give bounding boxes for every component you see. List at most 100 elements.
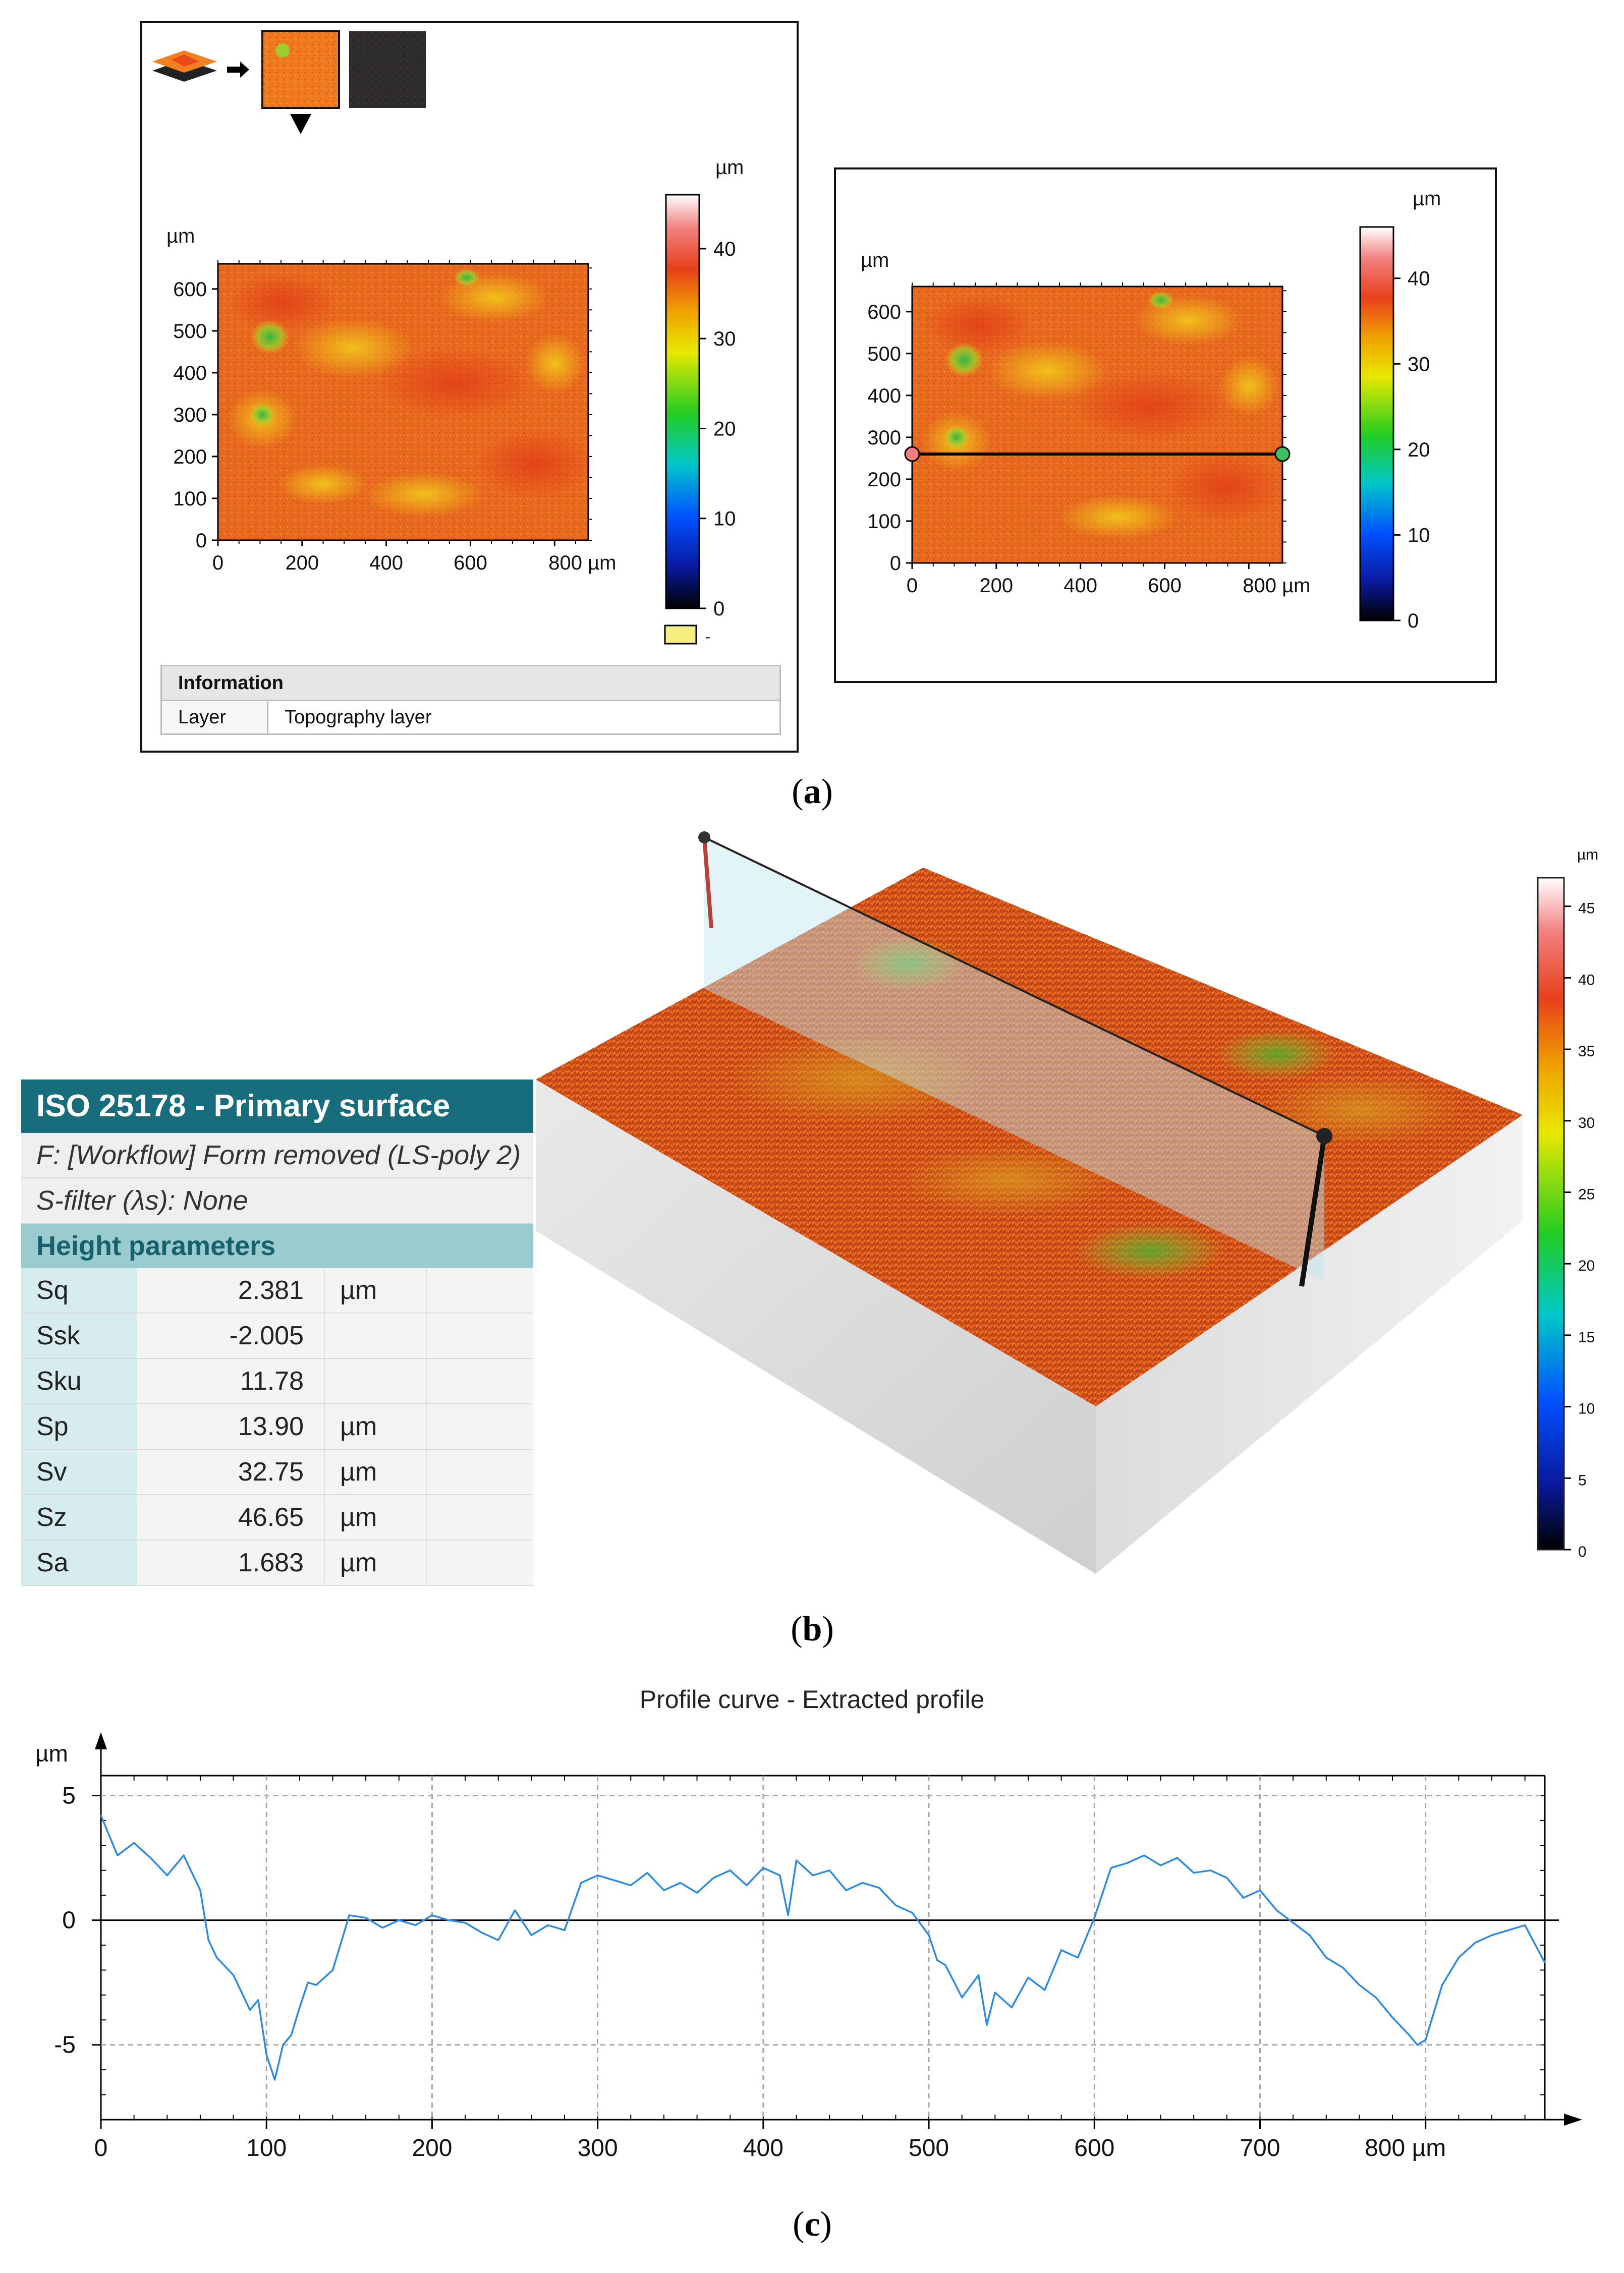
profile-data-point [199, 1889, 201, 1891]
profile-handle-end[interactable] [1316, 1128, 1332, 1144]
parameter-value: 1.683 [137, 1541, 324, 1585]
left-map-x-tick-label: 600 [454, 552, 487, 574]
caption-c: (c) [793, 2205, 832, 2244]
profile-data-point [497, 1939, 499, 1941]
profile-data-point [712, 1877, 714, 1879]
right-colorbar-tick-label: 0 [1408, 610, 1419, 632]
profile-data-point [447, 1919, 450, 1921]
profile-data-point [1416, 2044, 1418, 2046]
surface-3d-view[interactable] [536, 831, 1523, 1574]
chart-y-tick-label: -5 [54, 2032, 76, 2059]
profile-data-point [597, 1874, 599, 1877]
right-map-y-tick-label: 500 [867, 343, 901, 365]
parameter-row-sp[interactable]: Sp 13.90 µm [21, 1404, 533, 1450]
parameter-empty-cell [426, 1314, 533, 1358]
profile-data-point [331, 1969, 333, 1971]
parameter-name: Sp [21, 1404, 137, 1449]
parameter-row-sv[interactable]: Sv 32.75 µm [21, 1450, 533, 1495]
parameter-name: Sa [21, 1541, 137, 1585]
information-header: Information [162, 666, 779, 701]
profile-line-right[interactable] [904, 446, 1291, 462]
parameter-unit: µm [324, 1450, 426, 1494]
chart-x-tick-label: 200 [412, 2135, 452, 2162]
legend-swatch[interactable] [664, 624, 697, 645]
left-colorbar-tick-label: 40 [713, 238, 736, 260]
profile-data-point [1160, 1864, 1162, 1866]
left-map-y-tick-label: 300 [173, 404, 207, 426]
parameter-unit [324, 1359, 426, 1403]
profile-data-point [1507, 1929, 1509, 1931]
profile-data-point [1458, 1957, 1460, 1959]
profile-data-point [282, 2044, 284, 2046]
profile-data-point [1193, 1872, 1195, 1874]
chart-x-tick-label: 300 [578, 2135, 618, 2162]
parameter-row-sz[interactable]: Sz 46.65 µm [21, 1495, 533, 1541]
layer-thumbnails[interactable] [152, 30, 426, 134]
panel-b-colorbar-tick-label: 30 [1578, 1115, 1595, 1131]
profile-data-point [680, 1882, 682, 1884]
profile-data-point [166, 1874, 168, 1877]
profile-data-point [944, 1964, 946, 1966]
profile-data-point [365, 1917, 367, 1919]
chart-x-tick-label: 0 [94, 2135, 108, 2162]
profile-handle-start[interactable] [698, 831, 710, 843]
panel-b-colorbar-tick-label: 5 [1578, 1472, 1587, 1489]
topography-map-left[interactable] [217, 263, 595, 541]
profile-start-handle[interactable] [904, 446, 920, 462]
profile-end-handle[interactable] [1274, 446, 1291, 462]
panel-b-colorbar-unit: µm [1577, 846, 1599, 863]
profile-data-point [787, 1914, 789, 1916]
table-section-height: Height parameters [21, 1224, 533, 1268]
parameter-value: 13.90 [137, 1404, 324, 1449]
parameter-unit: µm [324, 1268, 426, 1313]
profile-data-point [299, 2007, 301, 2009]
profile-data-point [630, 1884, 632, 1886]
parameter-value: 32.75 [137, 1450, 324, 1494]
profile-data-point [257, 1999, 259, 2001]
parameter-row-sa[interactable]: Sa 1.683 µm [21, 1541, 533, 1586]
chart-x-tick-label: 100 [246, 2135, 287, 2162]
parameter-row-ssk[interactable]: Ssk -2.005 [21, 1314, 533, 1359]
panel-b-colorbar [1537, 877, 1565, 1551]
table-title: ISO 25178 - Primary surface [21, 1079, 533, 1133]
iso-parameter-table: ISO 25178 - Primary surface F: [Workflow… [21, 1079, 533, 1586]
profile-data-point [149, 1857, 151, 1859]
profile-data-point [646, 1872, 648, 1874]
profile-data-point [481, 1931, 483, 1934]
profile-data-point [415, 1924, 417, 1926]
profile-data-point [729, 1869, 731, 1871]
profile-data-point [696, 1892, 698, 1894]
profile-data-point [274, 2079, 276, 2081]
table-filter-f: F: [Workflow] Form removed (LS-poly 2) [21, 1133, 533, 1178]
parameter-name: Sv [21, 1450, 137, 1494]
profile-data-point [862, 1882, 864, 1884]
information-row[interactable]: Layer Topography layer [162, 701, 779, 733]
profile-data-point [207, 1939, 209, 1941]
profile-data-point [1544, 1962, 1546, 1964]
profile-data-point [564, 1929, 566, 1931]
profile-data-point [1176, 1857, 1178, 1859]
profile-data-point [928, 1934, 930, 1936]
parameter-row-sq[interactable]: Sq 2.381 µm [21, 1268, 533, 1314]
profile-chart[interactable]: 0 100 200 300 400 500 600 700 800 µm -5 0 5 µm [0, 1725, 1624, 2179]
parameter-empty-cell [426, 1495, 533, 1540]
profile-data-point [961, 1997, 963, 1999]
right-map-y-unit: µm [861, 249, 889, 271]
chart-x-axis-arrow [1564, 2114, 1582, 2126]
chart-x-tick-label: 400 [743, 2135, 783, 2162]
topography-map-right[interactable] [911, 286, 1286, 564]
parameter-row-sku[interactable]: Sku 11.78 [21, 1359, 533, 1404]
profile-data-point [183, 1854, 185, 1856]
chart-title: Profile curve - Extracted profile [639, 1685, 985, 1714]
parameter-unit [324, 1314, 426, 1358]
left-map-x-tick-label: 800 µm [548, 552, 616, 574]
parameter-value: 2.381 [137, 1268, 324, 1313]
left-map-x-tick-label: 400 [369, 552, 403, 574]
right-map-y-tick-label: 600 [867, 301, 901, 323]
panel-b-colorbar-tick-label: 20 [1578, 1258, 1595, 1274]
chart-x-tick-label: 500 [909, 2135, 949, 2162]
profile-data-point [1209, 1869, 1211, 1871]
parameter-value: -2.005 [137, 1314, 324, 1358]
profile-data-point [1391, 2016, 1393, 2018]
profile-data-point [878, 1887, 880, 1889]
